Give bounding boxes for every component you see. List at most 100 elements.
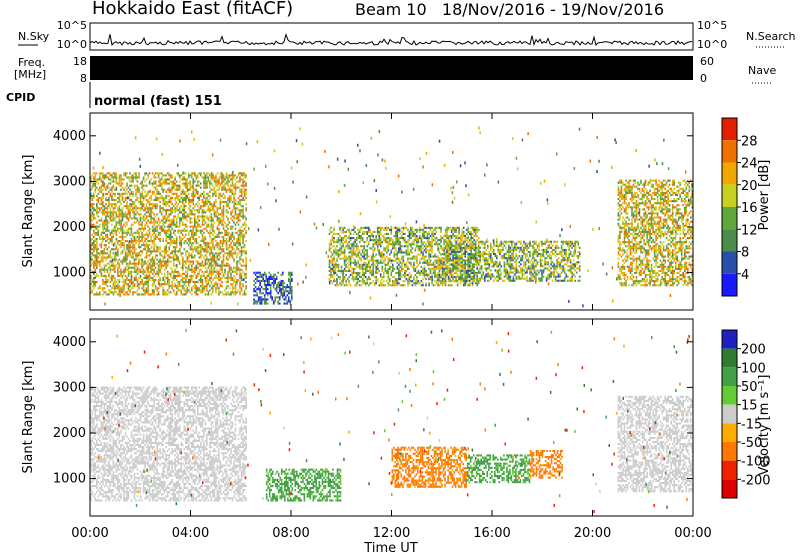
- power-cell: [96, 178, 98, 181]
- power-cell: [215, 182, 217, 185]
- power-cell: [195, 203, 198, 206]
- power-cell: [230, 227, 232, 230]
- power-cell: [291, 298, 293, 301]
- power-cell: [278, 290, 281, 293]
- power-cell: [339, 228, 341, 231]
- power-cell: [210, 242, 213, 245]
- power-cell: [440, 274, 442, 277]
- cpid-value: normal (fast) 151: [94, 94, 222, 109]
- power-cell: [124, 235, 127, 238]
- power-cell: [428, 239, 430, 242]
- power-cell: [114, 289, 116, 292]
- power-cell: [118, 199, 121, 202]
- power-cell: [370, 239, 373, 242]
- power-cell: [225, 182, 228, 185]
- power-cell: [331, 237, 334, 240]
- power-cell: [117, 240, 119, 243]
- power-cell: [183, 190, 186, 193]
- power-cell: [157, 237, 160, 240]
- power-cell: [219, 172, 222, 175]
- power-cell: [410, 261, 412, 264]
- power-cell: [340, 284, 343, 287]
- power-cell: [366, 282, 368, 285]
- power-cell: [280, 279, 282, 282]
- power-cell: [148, 227, 151, 230]
- power-cell: [123, 242, 125, 245]
- power-cell: [218, 192, 220, 195]
- power-cell: [206, 223, 208, 226]
- power-cell: [342, 278, 344, 281]
- power-cell: [432, 230, 435, 233]
- power-cell: [233, 184, 235, 187]
- power-cell: [204, 242, 207, 245]
- power-cell: [165, 190, 167, 193]
- power-cell: [389, 228, 391, 231]
- power-cell: [186, 272, 189, 275]
- power-cell: [132, 287, 134, 290]
- power-cell: [100, 201, 103, 204]
- power-cell: [390, 261, 393, 264]
- power-cell: [237, 252, 240, 255]
- power-cell: [450, 280, 453, 283]
- power-cell: [236, 291, 238, 294]
- power-cell: [360, 257, 362, 260]
- beam-label: Beam 10: [355, 0, 427, 19]
- power-cell: [189, 225, 192, 228]
- power-cell: [449, 280, 451, 283]
- power-cell: [289, 273, 292, 276]
- power-cell: [159, 237, 161, 240]
- power-cell: [237, 248, 240, 251]
- power-cell: [90, 227, 92, 230]
- power-cell: [96, 258, 98, 261]
- power-cell: [259, 279, 261, 282]
- power-cell: [194, 270, 196, 273]
- power-cell: [126, 215, 128, 218]
- power-cell: [194, 287, 196, 290]
- power-cell: [100, 272, 103, 275]
- power-cell: [358, 276, 361, 279]
- power-cell: [106, 248, 109, 251]
- power-cell: [349, 251, 352, 254]
- power-cell: [178, 285, 181, 288]
- power-cell: [209, 233, 211, 236]
- power-cell: [180, 293, 183, 296]
- power-cell: [191, 176, 193, 179]
- power-cell: [154, 233, 157, 236]
- power-cell: [242, 246, 244, 249]
- power-cell: [182, 237, 184, 240]
- power-cell: [100, 237, 103, 240]
- power-cell: [150, 293, 152, 296]
- power-cell: [337, 269, 340, 272]
- power-cell: [384, 284, 387, 287]
- power-cell: [114, 176, 116, 179]
- power-cell: [182, 182, 184, 185]
- power-cell: [446, 247, 448, 250]
- power-cell: [215, 190, 217, 193]
- power-cell: [379, 259, 382, 262]
- power-cell: [174, 250, 176, 253]
- power-cell: [410, 226, 412, 229]
- power-cell: [378, 284, 380, 287]
- power-cell: [114, 219, 116, 222]
- power-cell: [157, 270, 160, 273]
- power-cell: [163, 229, 166, 232]
- power-cell: [168, 287, 170, 290]
- power-cell: [108, 289, 110, 292]
- power-cell: [233, 279, 235, 282]
- power-cell: [215, 274, 217, 277]
- power-cell: [239, 268, 241, 271]
- power-cell: [402, 245, 405, 248]
- power-cell: [206, 258, 208, 261]
- power-cell: [153, 289, 155, 292]
- power-cell: [183, 182, 186, 185]
- power-cell: [228, 276, 231, 279]
- power-cell: [207, 192, 210, 195]
- power-cell: [384, 259, 387, 262]
- power-cell: [90, 223, 92, 226]
- power-cell: [354, 239, 356, 242]
- power-cell: [178, 201, 181, 204]
- power-cell: [219, 276, 222, 279]
- power-cell: [360, 263, 362, 266]
- power-cell: [169, 260, 172, 263]
- power-cell: [90, 213, 92, 216]
